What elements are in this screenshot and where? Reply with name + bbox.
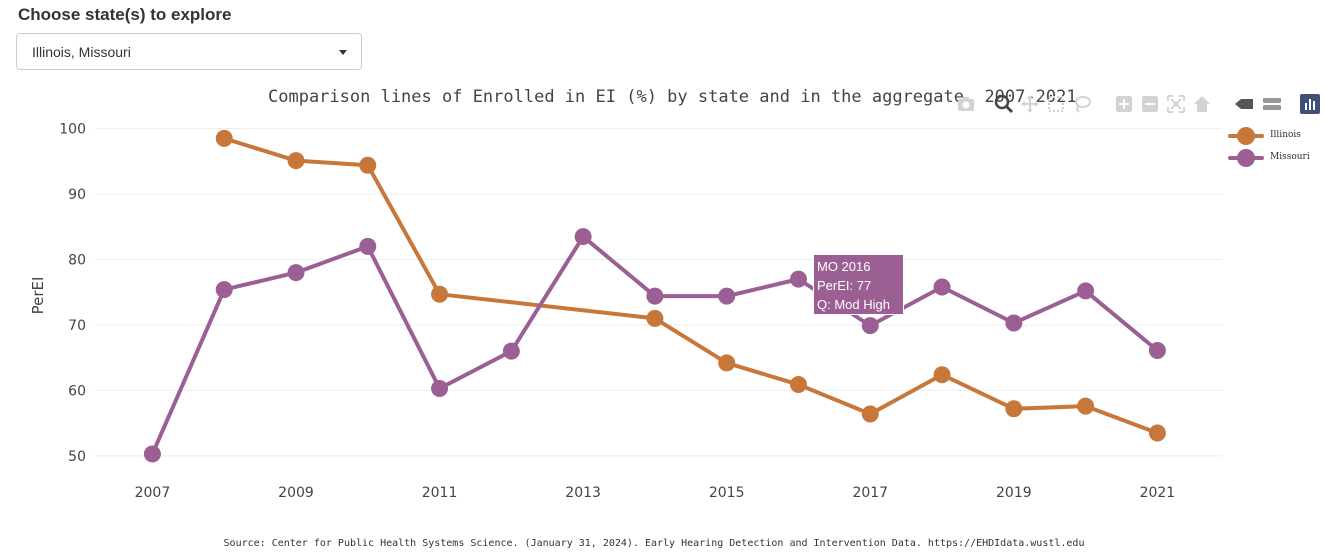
x-tick-label: 2011 — [422, 485, 458, 501]
data-point-illinois — [933, 366, 951, 384]
hover-closest-icon[interactable] — [1233, 93, 1255, 115]
x-tick-label: 2015 — [709, 485, 745, 501]
series-line-illinois — [222, 136, 1160, 435]
box-select-icon[interactable] — [1045, 93, 1067, 115]
data-point-illinois — [1148, 424, 1166, 442]
x-tick-label: 2021 — [1140, 485, 1176, 501]
data-point-illinois — [646, 309, 664, 327]
tooltip-line-3: Q: Mod High — [817, 297, 890, 312]
data-point-missouri — [502, 342, 520, 360]
data-point-missouri — [215, 281, 233, 299]
hover-compare-icon[interactable] — [1261, 93, 1283, 115]
data-point-missouri — [789, 270, 807, 288]
state-select-dropdown[interactable]: Illinois, Missouri — [16, 33, 362, 70]
x-tick-label: 2007 — [135, 485, 171, 501]
data-point-missouri — [287, 264, 305, 282]
data-point-missouri — [933, 278, 951, 296]
modebar — [955, 93, 1320, 117]
x-tick-label: 2017 — [852, 485, 888, 501]
y-tick-label: 70 — [68, 318, 86, 334]
tooltip-line-2: PerEI: 77 — [817, 278, 872, 293]
data-point-missouri — [574, 228, 592, 246]
data-point-missouri — [1005, 314, 1023, 332]
data-point-illinois — [431, 285, 449, 303]
hover-tooltip: MO 2016 PerEI: 77 Q: Mod High — [813, 254, 904, 315]
legend-label-illinois: Illinois — [1270, 130, 1301, 140]
zoom-out-icon[interactable] — [1139, 93, 1161, 115]
data-point-illinois — [215, 129, 233, 147]
data-point-missouri — [861, 317, 879, 335]
lasso-icon[interactable] — [1071, 93, 1093, 115]
y-tick-label: 80 — [68, 252, 86, 268]
home-icon[interactable] — [1191, 93, 1213, 115]
legend-marker-illinois — [1237, 127, 1255, 145]
legend-marker-missouri — [1237, 149, 1255, 167]
data-point-illinois — [789, 376, 807, 394]
camera-icon[interactable] — [955, 93, 977, 115]
data-point-missouri — [431, 379, 449, 397]
state-select-value: Illinois, Missouri — [32, 44, 131, 60]
y-tick-label: 90 — [68, 187, 86, 203]
y-axis-title: PerEI — [29, 277, 47, 315]
legend-label-missouri: Missouri — [1270, 152, 1310, 162]
data-point-missouri — [1148, 341, 1166, 359]
tooltip-line-1: MO 2016 — [817, 259, 871, 274]
data-point-illinois — [861, 405, 879, 423]
data-point-missouri — [718, 287, 736, 305]
x-tick-label: 2013 — [565, 485, 601, 501]
data-point-illinois — [1077, 397, 1095, 415]
state-selector-label: Choose state(s) to explore — [18, 5, 232, 24]
chart-title: Comparison lines of Enrolled in EI (%) b… — [268, 87, 1077, 107]
data-point-missouri — [646, 287, 664, 305]
plotly-logo-icon[interactable] — [1299, 93, 1321, 115]
y-tick-label: 50 — [68, 449, 86, 465]
y-tick-label: 100 — [59, 122, 86, 138]
data-point-illinois — [359, 156, 377, 174]
chevron-down-icon — [339, 50, 347, 55]
data-point-missouri — [143, 445, 161, 463]
data-point-illinois — [718, 354, 736, 372]
source-note: Source: Center for Public Health Systems… — [223, 538, 1085, 549]
x-tick-label: 2019 — [996, 485, 1032, 501]
pan-icon[interactable] — [1019, 93, 1041, 115]
autoscale-icon[interactable] — [1165, 93, 1187, 115]
data-point-illinois — [287, 152, 305, 170]
data-point-missouri — [359, 237, 377, 255]
y-tick-label: 60 — [68, 383, 86, 399]
x-tick-label: 2009 — [278, 485, 314, 501]
zoom-icon[interactable] — [993, 93, 1015, 115]
data-point-missouri — [1077, 282, 1095, 300]
zoom-in-icon[interactable] — [1113, 93, 1135, 115]
data-point-illinois — [1005, 400, 1023, 418]
